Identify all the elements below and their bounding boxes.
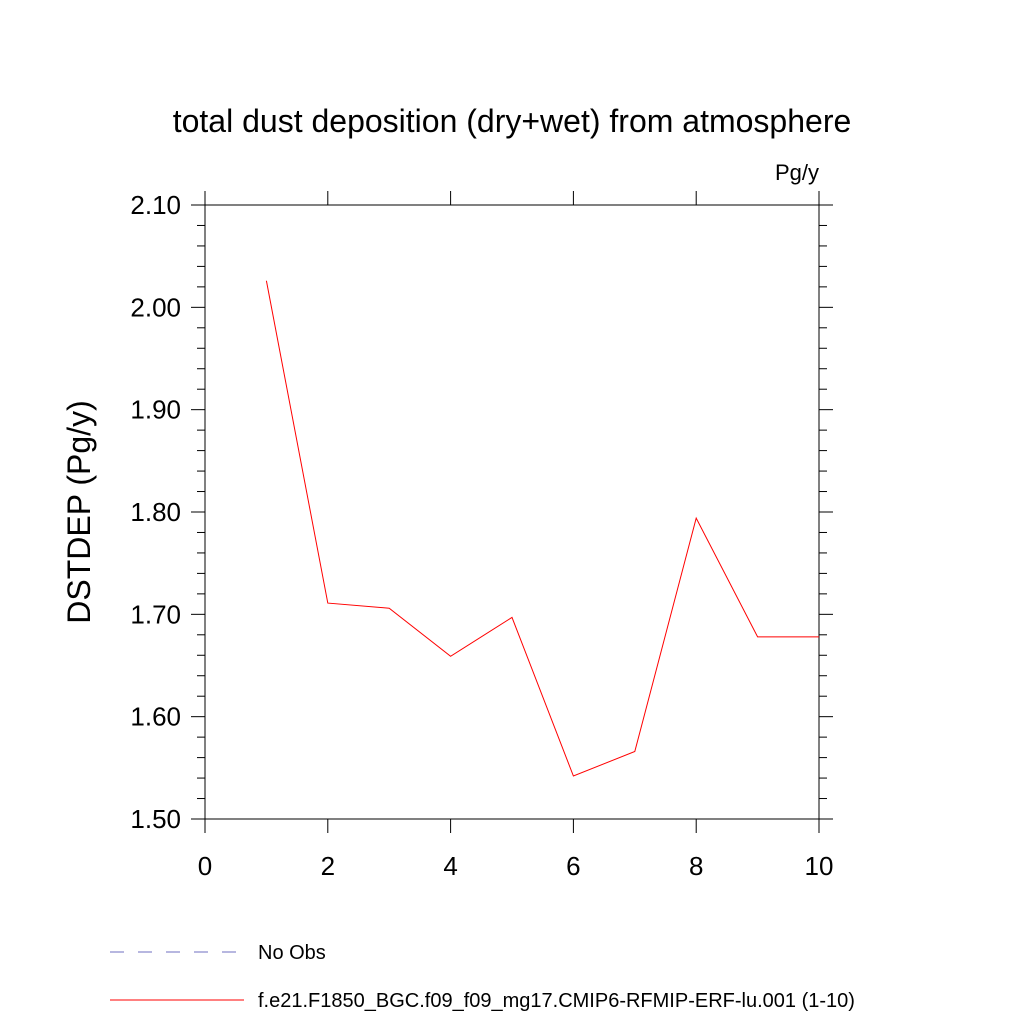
y-tick-label: 1.90 <box>130 395 181 425</box>
series-group <box>265 280 820 777</box>
x-tick-label: 2 <box>321 851 335 881</box>
y-tick-label: 1.50 <box>130 804 181 834</box>
y-tick-label: 2.00 <box>130 292 181 322</box>
y-tick-label: 1.60 <box>130 702 181 732</box>
plot-frame <box>204 204 820 820</box>
plot-border <box>204 204 820 820</box>
y-tick-labels: 1.50 1.60 1.70 1.80 1.90 2.00 2.10 <box>130 190 181 834</box>
minor-ticks <box>197 224 827 800</box>
x-tick-label: 6 <box>566 851 580 881</box>
legend: No Obs f.e21.F1850_BGC.f09_f09_mg17.CMIP… <box>110 942 855 1012</box>
x-tick-labels: 0 2 4 6 8 10 <box>198 851 834 881</box>
major-ticks <box>191 191 833 833</box>
legend-label-series: f.e21.F1850_BGC.f09_f09_mg17.CMIP6-RFMIP… <box>258 990 855 1012</box>
x-tick-label: 0 <box>198 851 212 881</box>
units-label: Pg/y <box>775 160 819 185</box>
x-tick-label: 8 <box>689 851 703 881</box>
chart-title: total dust deposition (dry+wet) from atm… <box>173 103 852 139</box>
x-tick-label: 4 <box>443 851 457 881</box>
y-tick-label: 1.80 <box>130 497 181 527</box>
y-tick-label: 1.70 <box>130 599 181 629</box>
x-tick-label: 10 <box>805 851 834 881</box>
y-tick-label: 2.10 <box>130 190 181 220</box>
y-axis-label: DSTDEP (Pg/y) <box>61 400 97 623</box>
series-line <box>265 280 819 777</box>
legend-label-no-obs: No Obs <box>258 942 326 964</box>
